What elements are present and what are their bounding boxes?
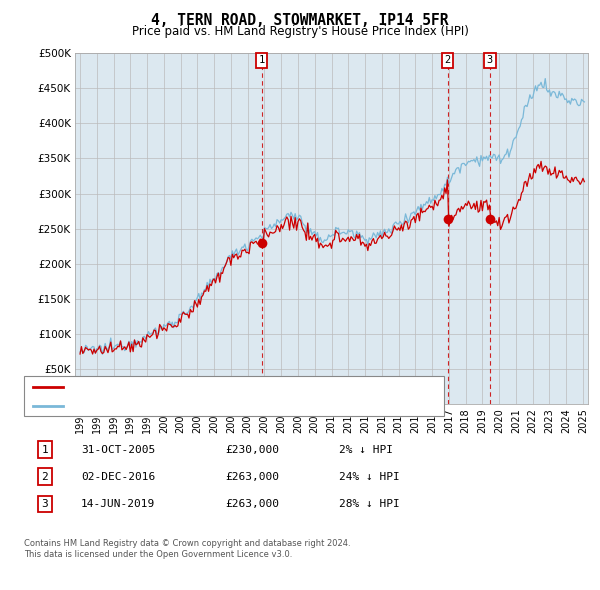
Text: This data is licensed under the Open Government Licence v3.0.: This data is licensed under the Open Gov…	[24, 550, 292, 559]
Text: 24% ↓ HPI: 24% ↓ HPI	[339, 472, 400, 481]
Text: 02-DEC-2016: 02-DEC-2016	[81, 472, 155, 481]
Text: HPI: Average price, detached house, Mid Suffolk: HPI: Average price, detached house, Mid …	[67, 401, 361, 411]
Text: 2: 2	[445, 55, 451, 65]
Text: 4, TERN ROAD, STOWMARKET, IP14 5FR (detached house): 4, TERN ROAD, STOWMARKET, IP14 5FR (deta…	[67, 382, 386, 392]
Text: 3: 3	[487, 55, 493, 65]
Text: £230,000: £230,000	[225, 445, 279, 454]
Text: £263,000: £263,000	[225, 499, 279, 509]
Text: £263,000: £263,000	[225, 472, 279, 481]
Text: 2: 2	[41, 472, 49, 481]
Text: 14-JUN-2019: 14-JUN-2019	[81, 499, 155, 509]
Text: 1: 1	[259, 55, 265, 65]
Text: 4, TERN ROAD, STOWMARKET, IP14 5FR: 4, TERN ROAD, STOWMARKET, IP14 5FR	[151, 13, 449, 28]
Text: 3: 3	[41, 499, 49, 509]
Text: 28% ↓ HPI: 28% ↓ HPI	[339, 499, 400, 509]
Text: 2% ↓ HPI: 2% ↓ HPI	[339, 445, 393, 454]
Text: Price paid vs. HM Land Registry's House Price Index (HPI): Price paid vs. HM Land Registry's House …	[131, 25, 469, 38]
Text: 1: 1	[41, 445, 49, 454]
Text: 31-OCT-2005: 31-OCT-2005	[81, 445, 155, 454]
Text: Contains HM Land Registry data © Crown copyright and database right 2024.: Contains HM Land Registry data © Crown c…	[24, 539, 350, 548]
